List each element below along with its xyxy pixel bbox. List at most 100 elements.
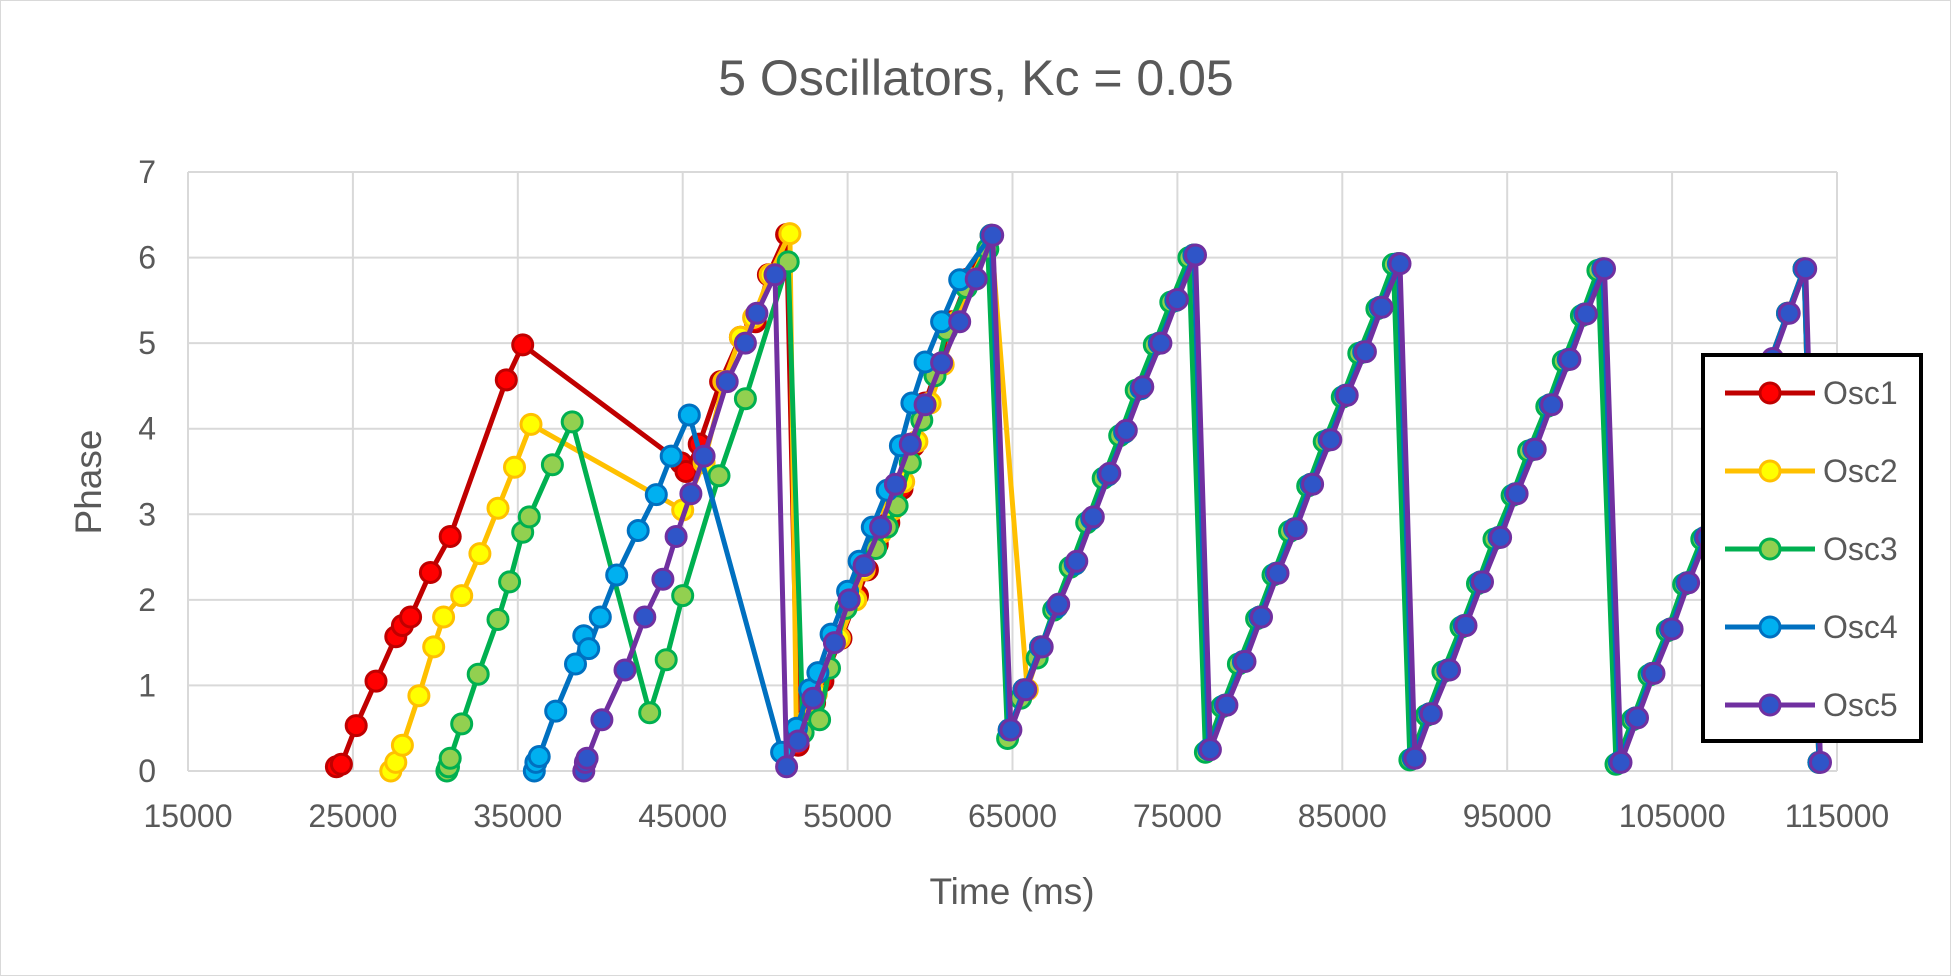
osc2-point [432,605,456,629]
osc4-point [659,444,683,468]
osc5-point [1065,549,1089,573]
osc5-point [801,686,825,710]
osc5-point [1301,472,1325,496]
osc5-point [1184,243,1207,267]
osc5-point [1165,288,1189,311]
osc5-point [1642,661,1666,685]
osc3-point [450,712,474,736]
osc5-point [1370,295,1394,319]
osc5-point [883,472,907,496]
osc1-point [511,333,535,357]
x-tick-label: 55000 [803,798,892,834]
osc2-point [450,584,474,608]
x-tick-label: 95000 [1463,798,1552,834]
y-tick-label: 4 [138,411,156,447]
osc5-point [1098,461,1122,485]
osc5-point [1388,252,1412,276]
osc5-point [590,708,614,732]
osc5-point [981,223,1005,247]
osc3-point [486,608,510,631]
legend-swatch-marker [1758,693,1782,717]
osc5-point [1014,678,1038,702]
osc5-point [999,718,1023,742]
osc4-point [544,699,568,723]
osc5-point [1777,301,1801,325]
legend-item-osc3: Osc3 [1725,531,1898,567]
osc5-point [1198,738,1222,762]
osc4-point [644,483,668,507]
osc5-point [1809,750,1832,774]
osc3-point [707,464,731,488]
osc5-point [1266,561,1290,585]
osc3-point [638,701,662,725]
osc5-point [1593,257,1616,281]
legend-item-osc4: Osc4 [1725,609,1898,645]
osc5-point [679,482,703,506]
osc5-point [1471,570,1494,594]
osc5-point [898,432,922,456]
osc5-point [763,263,787,287]
osc5-point [733,331,757,355]
osc5-point [775,755,799,779]
osc5-point [948,310,972,334]
osc5-point [1353,340,1377,364]
osc3-point [560,410,584,434]
osc5-point [1540,393,1564,417]
osc5-point [1489,525,1513,549]
osc5-point [1215,693,1239,717]
osc3-point [808,708,832,732]
series-osc3 [435,237,1714,783]
legend-label: Osc3 [1823,531,1898,567]
osc4-point [588,605,612,629]
osc4-point [677,403,701,427]
y-tick-label: 7 [138,154,156,190]
osc5-point [1626,706,1649,730]
osc5-point [1233,650,1257,673]
osc5-point [1609,750,1633,774]
osc5-point [869,515,893,539]
x-tick-label: 15000 [144,798,233,834]
osc3-point [654,648,678,672]
osc1-point [364,669,388,693]
osc2-point [503,455,526,479]
osc5-point [1419,702,1443,726]
y-tick-label: 3 [138,496,156,532]
osc5-point [664,525,688,548]
x-axis-title: Time (ms) [929,871,1094,912]
osc5-point [633,605,657,629]
x-tick-label: 65000 [968,798,1057,834]
osc4-point [626,519,650,542]
legend-label: Osc2 [1823,453,1898,489]
osc5-point [692,444,716,468]
osc5-point [1438,658,1461,682]
y-tick-label: 1 [138,667,156,703]
y-tick-label: 6 [138,240,156,276]
legend-item-osc2: Osc2 [1725,453,1898,489]
osc5-point [964,267,988,291]
x-tick-label: 115000 [1785,798,1889,834]
osc4-point [577,637,601,661]
osc5-point [1454,614,1478,637]
osc5-point [930,351,954,375]
legend-item-osc1: Osc1 [1725,375,1898,411]
legend: Osc1 Osc2 Osc3 Osc4 Osc5 [1701,353,1923,743]
osc1-point [418,561,442,584]
osc2-point [519,412,543,436]
x-tick-label: 75000 [1133,798,1222,834]
osc5-point [575,746,599,770]
osc2-point [468,542,492,566]
osc5-point [1677,571,1701,595]
osc3-point [671,584,695,608]
y-tick-label: 5 [138,325,156,361]
x-tick-label: 25000 [308,798,397,834]
osc5-point [852,554,876,578]
osc5-point [1030,635,1054,659]
y-axis-ticks: 0 1 2 3 4 5 6 7 [138,154,156,789]
series-osc5 [572,223,1832,783]
osc3-point [438,746,462,770]
osc2-point [422,635,446,659]
osc5-point [1523,437,1547,461]
osc3-point [733,387,757,411]
osc2-point [407,684,431,708]
gridlines [187,171,1838,772]
